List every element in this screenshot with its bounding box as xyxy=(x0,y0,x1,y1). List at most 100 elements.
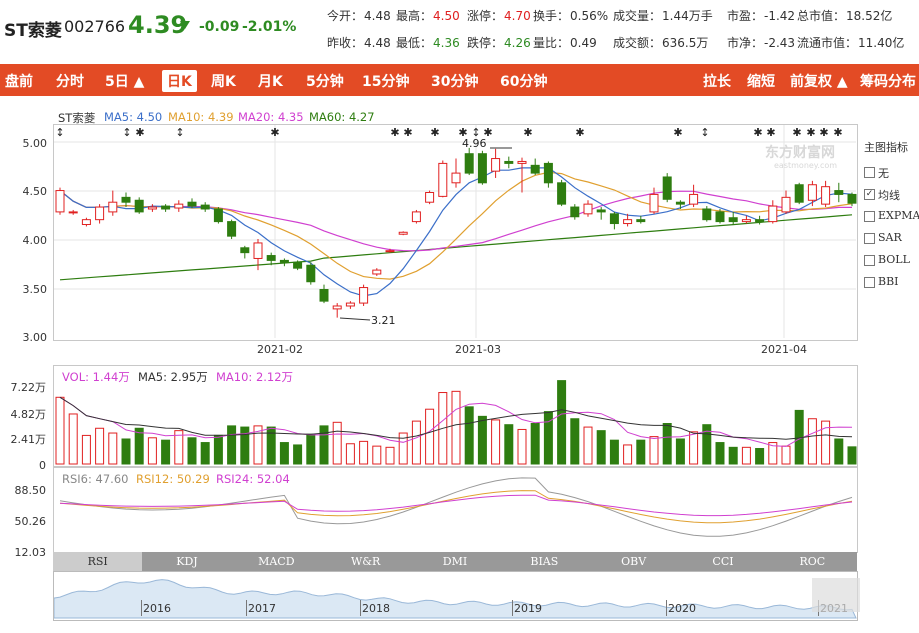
toolbar-item-7[interactable]: 15分钟 xyxy=(362,74,410,90)
toolbar-item-0[interactable]: 盘前 xyxy=(5,74,33,90)
timeline-tick xyxy=(512,600,513,616)
candle-body xyxy=(253,242,263,259)
toolbar-right-item-2[interactable]: 前复权 ▲ xyxy=(790,74,848,90)
event-marker-icon: ↕ xyxy=(471,126,480,139)
candle-body xyxy=(227,221,237,237)
kline-panel[interactable] xyxy=(53,124,858,341)
candle-body xyxy=(557,182,567,205)
side-panel-title: 主图指标 xyxy=(864,141,908,154)
volume-y-label: 4.82万 xyxy=(10,408,47,421)
volume-bar xyxy=(425,408,435,465)
volume-bar xyxy=(279,442,289,465)
indicator-checkbox[interactable]: ✓ xyxy=(864,189,875,200)
timeline-navigator[interactable] xyxy=(53,571,858,621)
event-marker-icon: ✱ xyxy=(792,126,801,139)
toolbar-right-item-1[interactable]: 缩短 xyxy=(747,74,775,90)
tab-roc[interactable]: ROC xyxy=(799,555,826,568)
tab-cci[interactable]: CCI xyxy=(712,555,734,568)
toolbar-item-6[interactable]: 5分钟 xyxy=(306,74,344,90)
timeline-year: 2020 xyxy=(668,602,696,615)
timeline-handle[interactable] xyxy=(812,578,860,612)
event-marker-icon: ✱ xyxy=(753,126,762,139)
quote-item: 成交量：1.44万手 xyxy=(613,7,713,24)
candle-body xyxy=(662,176,672,200)
candle-body xyxy=(174,203,184,209)
rsi12-line xyxy=(59,490,853,524)
indicator-option-label: BOLL xyxy=(878,253,910,266)
indicator-checkbox[interactable] xyxy=(864,233,875,244)
tab-rsi[interactable]: RSI xyxy=(87,555,108,568)
volume-bar xyxy=(715,442,725,465)
candle-body xyxy=(385,250,395,253)
watermark-sub: eastmoney.com xyxy=(774,161,837,170)
volume-bar xyxy=(675,438,685,465)
volume-panel[interactable] xyxy=(53,365,858,467)
volume-bar xyxy=(68,413,78,465)
volume-bar xyxy=(108,432,118,465)
indicator-checkbox[interactable] xyxy=(864,167,875,178)
ma60-line xyxy=(59,214,853,281)
rsi-y-label: 88.50 xyxy=(14,484,47,497)
quote-value: 4.26 xyxy=(504,36,531,50)
candle-body xyxy=(345,302,355,307)
volume-bar xyxy=(596,430,606,465)
volume-bar xyxy=(293,444,303,465)
volume-bar xyxy=(451,390,461,465)
volume-legend-item: MA10: 2.12万 xyxy=(216,370,294,384)
volume-bar xyxy=(847,446,857,465)
candle-body xyxy=(570,206,580,218)
quote-item: 昨收：4.48 xyxy=(327,34,391,51)
volume-bar xyxy=(332,421,342,465)
tab-wr[interactable]: W&R xyxy=(350,555,381,568)
toolbar-item-1[interactable]: 分时 xyxy=(56,74,84,90)
volume-bar xyxy=(557,380,567,465)
toolbar-item-2[interactable]: 5日 ▲ xyxy=(105,74,145,90)
candle-body xyxy=(517,160,527,164)
toolbar-item-9[interactable]: 60分钟 xyxy=(500,74,548,90)
tab-dmi[interactable]: DMI xyxy=(442,555,468,568)
quote-item: 最低：4.36 xyxy=(396,34,460,51)
indicator-checkbox[interactable] xyxy=(864,211,875,222)
toolbar-item-4[interactable]: 周K xyxy=(211,74,236,90)
current-price: 4.39 xyxy=(128,11,188,39)
candle-body xyxy=(728,217,738,223)
indicator-checkbox[interactable] xyxy=(864,255,875,266)
rsi-legend-item: RSI6: 47.60 xyxy=(62,472,129,486)
quote-value: 636.5万 xyxy=(662,36,709,50)
quote-value: 4.50 xyxy=(433,9,460,23)
volume-bar xyxy=(134,427,144,465)
candle-body xyxy=(741,219,751,223)
event-marker-icon: ✱ xyxy=(390,126,399,139)
quote-label: 昨收： xyxy=(327,36,364,50)
rsi-y-label: 50.26 xyxy=(14,515,47,528)
volume-bar xyxy=(755,448,765,465)
ma10-line xyxy=(59,171,853,280)
tab-macd[interactable]: MACD xyxy=(258,555,295,568)
toolbar-right-item-0[interactable]: 拉长 xyxy=(703,74,731,90)
volume-bar xyxy=(319,425,329,465)
down-arrow-icon xyxy=(180,21,190,29)
quote-item: 市盈：-1.42 xyxy=(727,7,795,24)
toolbar-item-3[interactable]: 日K xyxy=(162,70,197,92)
candle-body xyxy=(398,231,408,235)
volume-bar xyxy=(227,425,237,465)
indicator-checkbox[interactable] xyxy=(864,277,875,288)
tab-bias[interactable]: BIAS xyxy=(530,555,559,568)
candle-body xyxy=(438,162,448,197)
candle-body xyxy=(834,190,844,195)
candle-body xyxy=(543,162,553,184)
quote-value: 11.40亿 xyxy=(858,36,905,50)
volume-bar xyxy=(609,439,619,465)
annot-arrow xyxy=(339,317,371,321)
quote-item: 今开：4.48 xyxy=(327,7,391,24)
toolbar-item-8[interactable]: 30分钟 xyxy=(431,74,479,90)
volume-bar xyxy=(147,437,157,465)
event-marker-icon: ✱ xyxy=(523,126,532,139)
tab-kdj[interactable]: KDJ xyxy=(176,555,198,568)
event-marker-icon: ✱ xyxy=(135,126,144,139)
toolbar-right-item-3[interactable]: 筹码分布 xyxy=(860,74,916,90)
toolbar-item-5[interactable]: 月K xyxy=(258,74,283,90)
candle-body xyxy=(689,193,699,205)
tab-obv[interactable]: OBV xyxy=(621,555,647,568)
